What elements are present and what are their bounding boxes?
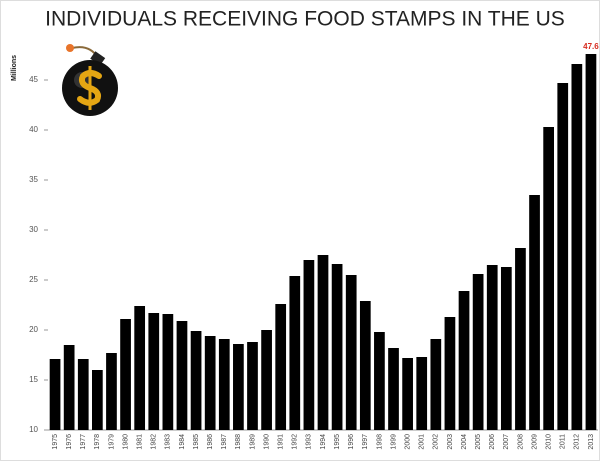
bar [303, 260, 315, 430]
bar [345, 275, 357, 430]
y-tick-label: 20 [29, 325, 38, 334]
bar [472, 274, 484, 430]
bar [543, 127, 554, 430]
bar [317, 255, 329, 430]
x-tick-label: 1997 [362, 434, 369, 450]
bar [416, 357, 428, 430]
x-tick-label: 1979 [108, 434, 115, 450]
y-tick-label: 10 [29, 425, 38, 434]
y-tick-label: 40 [29, 125, 38, 134]
x-tick-label: 1983 [165, 434, 172, 450]
y-axis-label: Millions [11, 55, 18, 81]
bar [331, 264, 343, 430]
bar [176, 321, 188, 430]
x-tick-label: 1976 [66, 434, 73, 450]
y-tick-label: 45 [29, 75, 38, 84]
bar [529, 195, 540, 430]
bar [275, 304, 287, 430]
bar [458, 291, 470, 430]
x-tick-label: 2011 [560, 434, 567, 449]
x-tick-label: 1998 [376, 434, 383, 450]
x-tick-label: 2005 [475, 434, 482, 450]
x-tick-label: 1995 [334, 434, 341, 450]
bar [585, 54, 597, 430]
x-tick-label: 1992 [292, 434, 299, 450]
x-tick-label: 1994 [320, 434, 327, 450]
x-tick-label: 2004 [461, 434, 468, 450]
bar [134, 306, 146, 430]
x-tick-label: 1991 [278, 434, 285, 450]
y-tick-label: 30 [29, 225, 38, 234]
x-tick-label: 1987 [221, 434, 228, 450]
bar [190, 331, 202, 430]
x-tick-label: 1982 [151, 434, 158, 450]
x-tick-label: 1981 [137, 434, 144, 450]
bomb-icon [62, 44, 118, 116]
y-tick-label: 15 [29, 375, 38, 384]
bar [49, 359, 61, 430]
x-tick-label: 1989 [249, 434, 256, 450]
bar [77, 359, 89, 430]
bar [162, 314, 174, 430]
bar [148, 313, 160, 430]
x-tick-label: 1996 [348, 434, 355, 450]
bar [289, 276, 301, 430]
x-tick-label: 1984 [179, 434, 186, 450]
bar [374, 332, 385, 430]
x-tick-label: 2007 [503, 434, 510, 450]
x-tick-label: 2006 [489, 434, 496, 450]
y-tick-label: 35 [29, 175, 38, 184]
bar [430, 339, 442, 430]
bar [233, 344, 244, 430]
bar [218, 339, 230, 430]
x-tick-label: 2008 [517, 434, 524, 450]
bar [261, 330, 272, 430]
x-tick-label: 1993 [306, 434, 313, 450]
x-tick-label: 2001 [419, 434, 426, 450]
x-tick-label: 1977 [80, 434, 87, 450]
x-tick-label: 1988 [235, 434, 242, 450]
chart-title: INDIVIDUALS RECEIVING FOOD STAMPS IN THE… [45, 8, 565, 31]
bar [247, 342, 258, 430]
x-tick-label: 1980 [122, 434, 129, 450]
x-tick-label: 1999 [390, 434, 397, 450]
x-tick-label: 1978 [94, 434, 101, 450]
x-tick-label: 2002 [433, 434, 440, 450]
value-label: 47.6 [583, 42, 599, 51]
x-tick-label: 1986 [207, 434, 214, 450]
x-tick-label: 1975 [52, 434, 59, 450]
bar [557, 83, 569, 430]
y-tick-label: 25 [29, 275, 38, 284]
bar [444, 317, 456, 430]
bar [359, 301, 371, 430]
bar [388, 348, 399, 430]
x-tick-label: 2012 [574, 434, 581, 450]
x-tick-label: 1990 [263, 434, 270, 450]
x-tick-label: 2000 [404, 434, 411, 450]
bar [204, 336, 216, 430]
x-tick-label: 2009 [531, 434, 538, 450]
bar [486, 265, 498, 430]
x-tick-label: 2013 [588, 434, 595, 450]
bar [106, 353, 117, 430]
bar [120, 319, 131, 430]
x-tick-label: 2003 [447, 434, 454, 450]
bar [92, 370, 103, 430]
bar [571, 64, 583, 430]
bar [500, 267, 512, 430]
x-tick-label: 2010 [545, 434, 552, 450]
bar [515, 248, 526, 430]
bar [63, 345, 75, 430]
x-tick-label: 1985 [193, 434, 200, 450]
bar [402, 358, 413, 430]
